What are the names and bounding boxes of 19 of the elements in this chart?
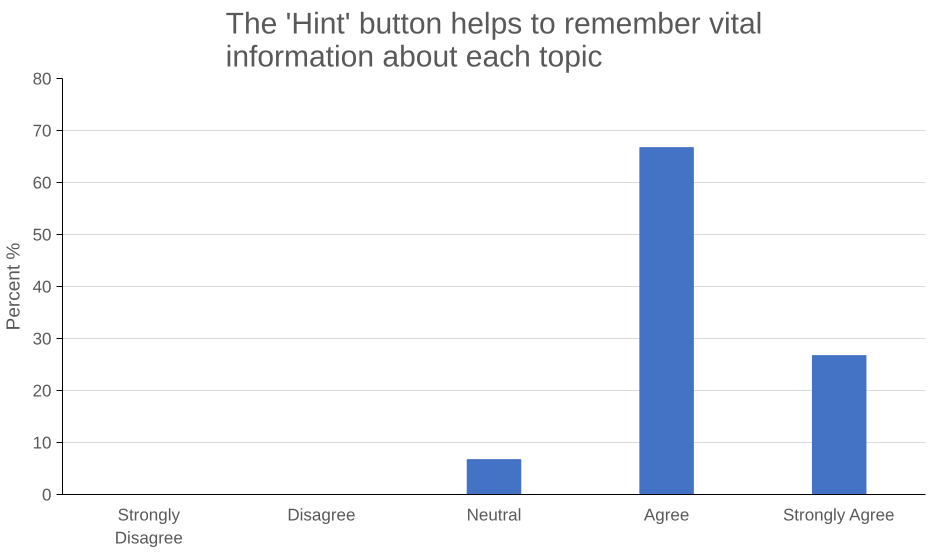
bar — [639, 147, 694, 494]
x-tick-label: Neutral — [466, 506, 522, 524]
y-tick-label: 40 — [32, 278, 52, 296]
y-tick-label: 20 — [32, 382, 52, 400]
y-tick-label: 10 — [32, 434, 52, 452]
bar — [812, 355, 866, 494]
y-tick-label: 60 — [32, 174, 52, 192]
x-tick-label: Agree — [644, 506, 690, 524]
x-tick-label: Disagree — [287, 506, 356, 524]
y-axis-title: Percent % — [4, 242, 25, 330]
x-tick-label: Strongly Disagree — [114, 506, 183, 548]
x-tick-label: Strongly Agree — [782, 506, 894, 524]
y-tick-label: 50 — [32, 226, 52, 244]
chart-title: The 'Hint' button helps to remember vital information about each topic — [226, 8, 762, 74]
y-tick-label: 80 — [32, 70, 52, 88]
bar — [466, 459, 522, 494]
y-tick-label: 70 — [32, 122, 52, 140]
y-tick-label: 30 — [32, 330, 52, 348]
y-tick-label: 0 — [42, 486, 52, 504]
